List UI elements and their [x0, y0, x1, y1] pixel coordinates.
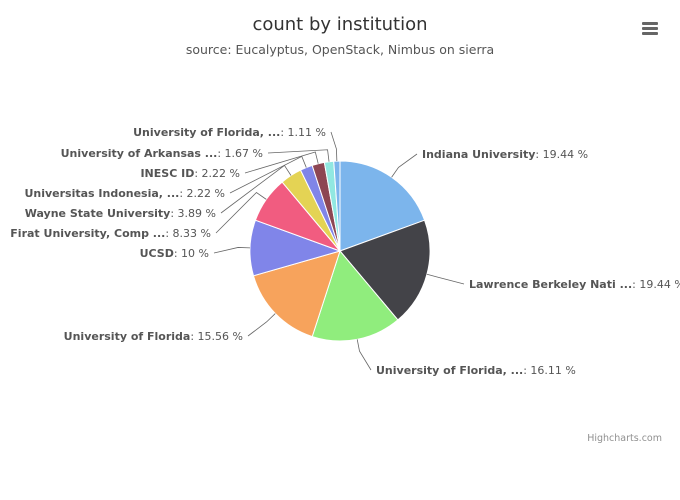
slice-connector	[267, 149, 330, 162]
slice-connector	[244, 151, 319, 174]
slice-connector	[213, 247, 251, 254]
slice-label: INESC ID: 2.22 %	[140, 167, 240, 180]
slice-label: UCSD: 10 %	[140, 247, 209, 260]
slice-label: Wayne State University: 3.89 %	[25, 207, 216, 220]
slice-connector	[247, 313, 276, 337]
pie-slice[interactable]	[252, 250, 341, 338]
slice-connector	[426, 273, 465, 285]
chart-title: count by institution	[252, 14, 428, 35]
slice-connector	[330, 131, 338, 162]
slice-label: University of Florida: 15.56 %	[64, 330, 243, 343]
slice-label: Universitas Indonesia, ...: 2.22 %	[24, 187, 225, 200]
slice-label: University of Florida, ...: 16.11 %	[376, 364, 576, 377]
slice-label: Firat University, Comp ...: 8.33 %	[10, 227, 211, 240]
slice-connector	[215, 191, 267, 234]
slice-label: Lawrence Berkeley Nati ...: 19.44 %	[469, 278, 680, 291]
slice-connector	[356, 339, 372, 371]
hamburger-menu-icon[interactable]	[638, 18, 662, 40]
slice-label: University of Arkansas ...: 1.67 %	[61, 147, 263, 160]
pie-slice[interactable]	[333, 160, 341, 252]
slice-connector	[391, 153, 418, 178]
slice-label: University of Florida, ...: 1.11 %	[133, 126, 326, 139]
credits-link[interactable]: Highcharts.com	[587, 433, 662, 444]
chart-subtitle: source: Eucalyptus, OpenStack, Nimbus on…	[185, 42, 495, 57]
slice-label: Indiana University: 19.44 %	[422, 148, 588, 161]
